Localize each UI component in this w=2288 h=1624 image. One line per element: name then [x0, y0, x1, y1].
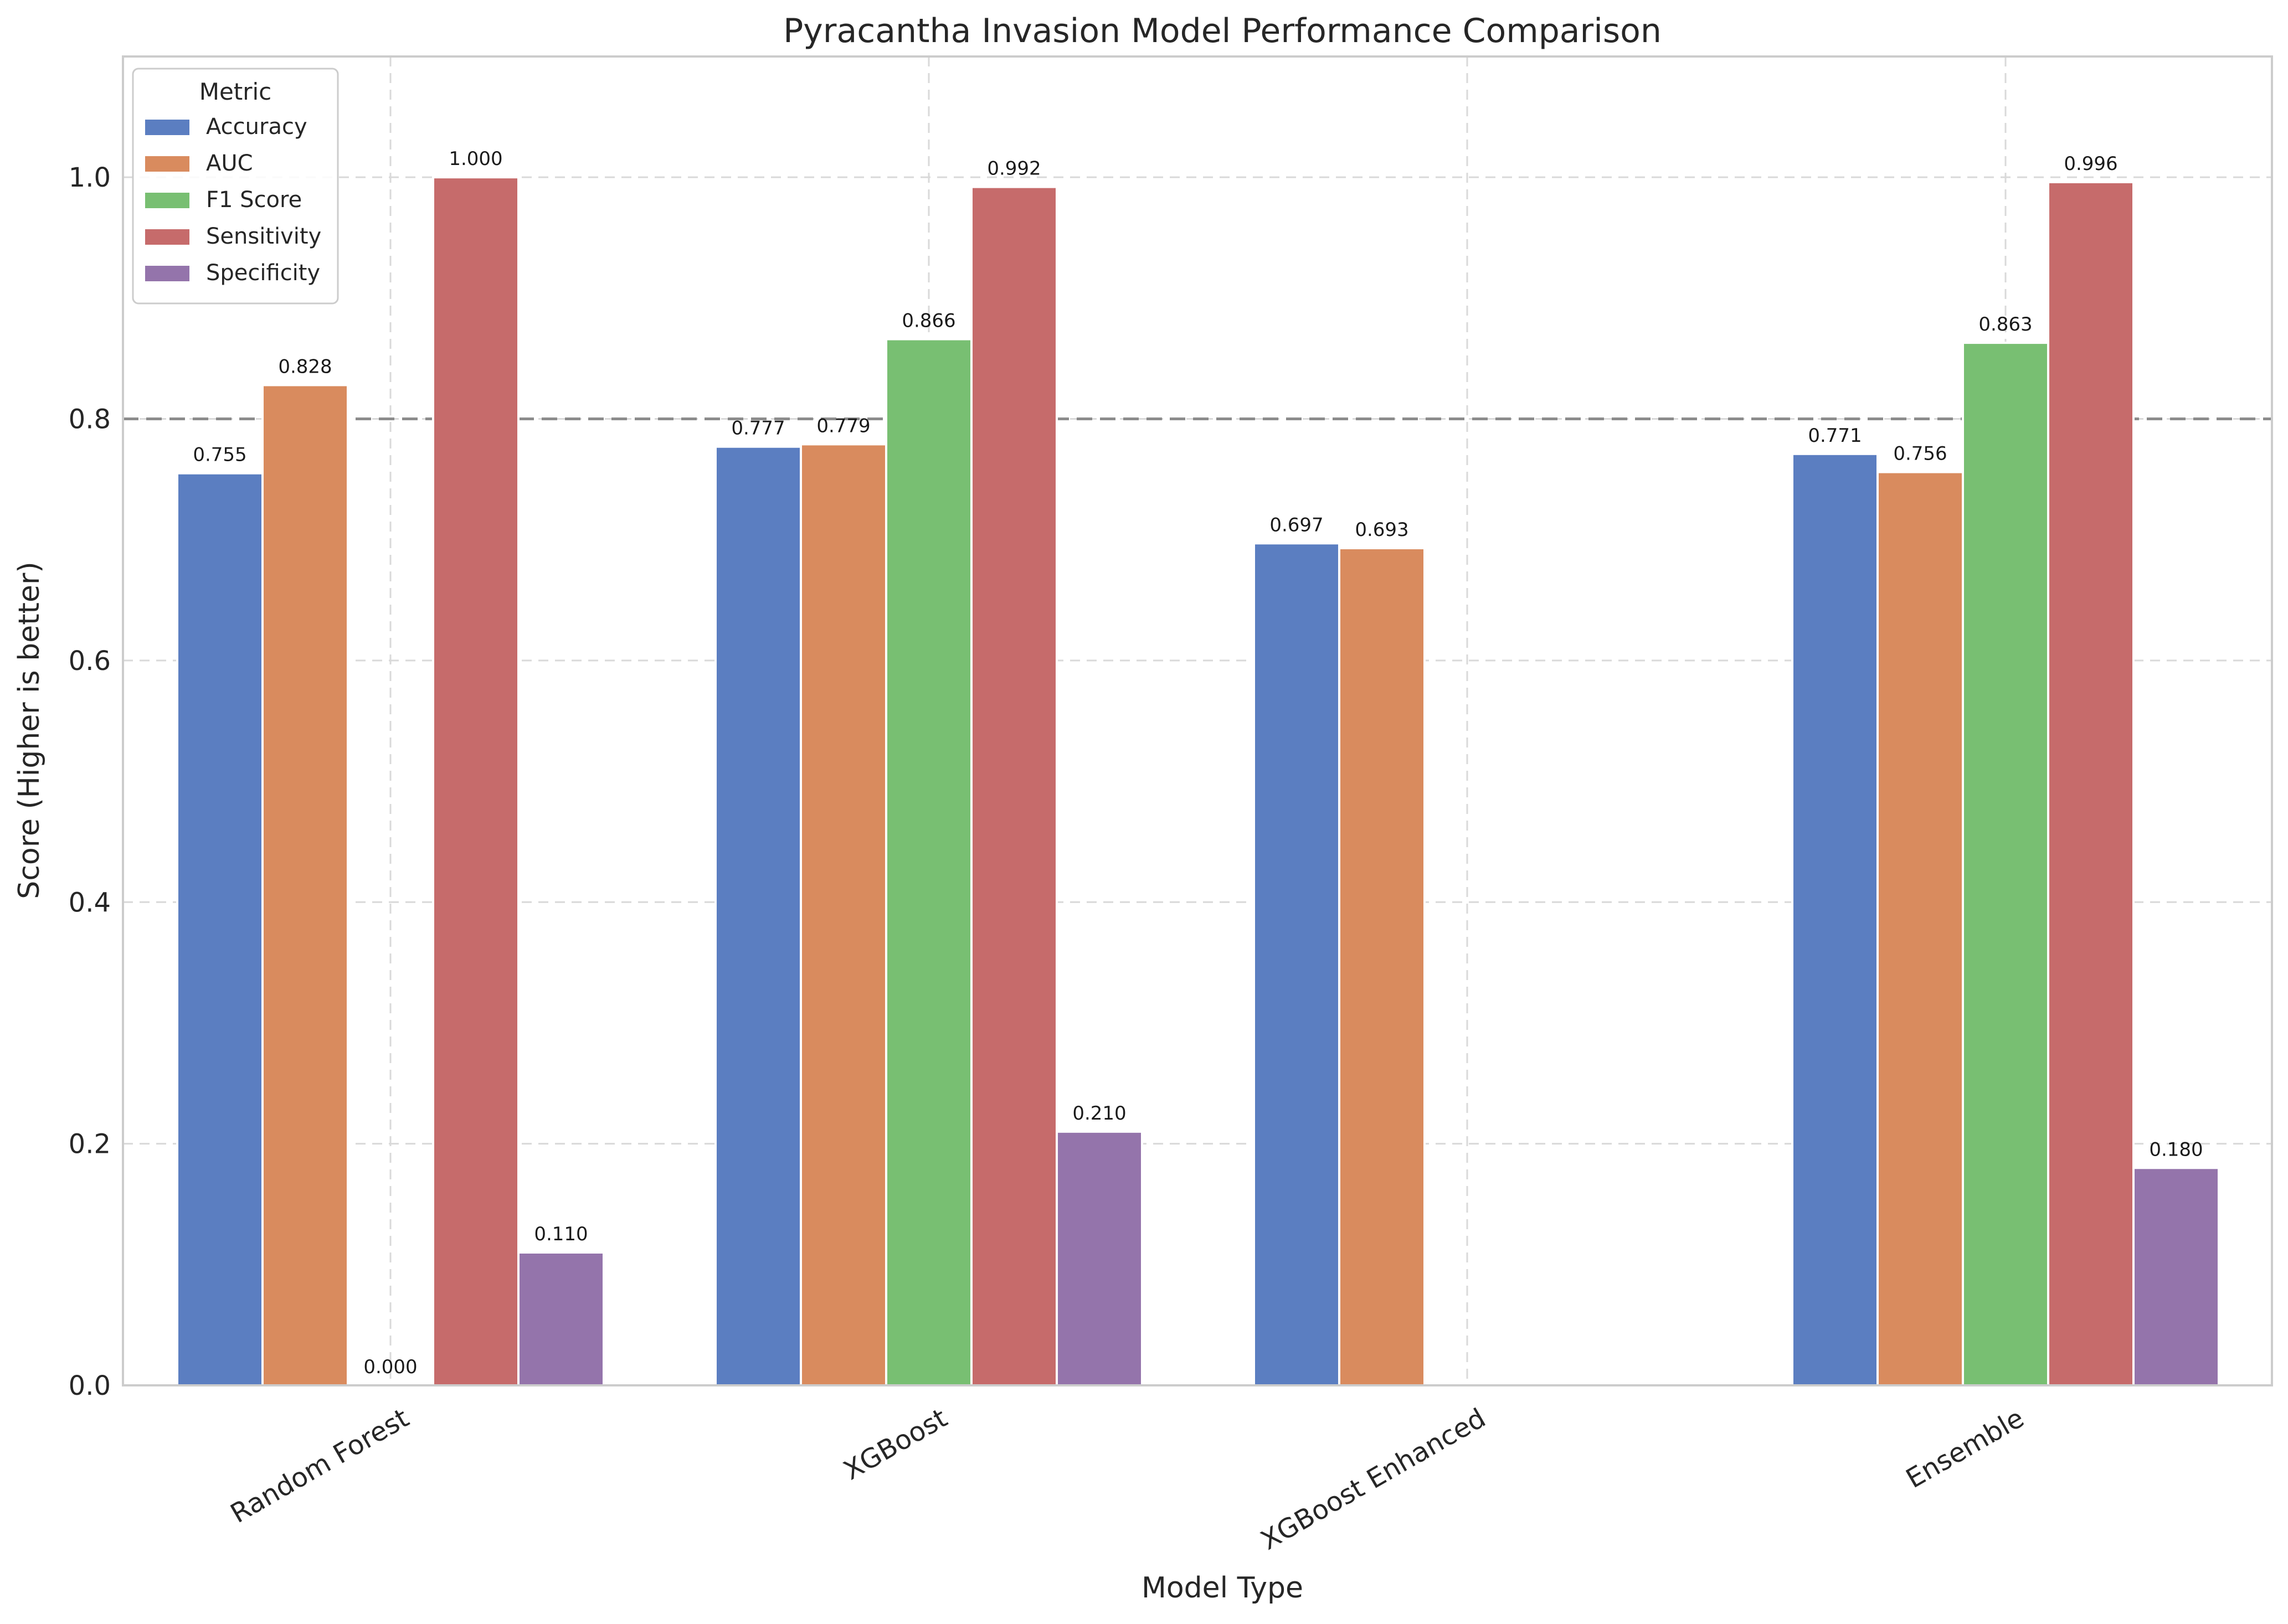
bar-value-label: 0.000 [363, 1356, 417, 1378]
bar[interactable] [714, 445, 802, 1386]
bar[interactable] [800, 443, 887, 1386]
bar-value-label: 0.992 [987, 158, 1041, 180]
y-tick-label: 0.2 [69, 1129, 111, 1160]
bar[interactable] [1876, 471, 1964, 1387]
bar-value-label: 0.693 [1355, 519, 1408, 541]
x-axis-label: Model Type [1142, 1571, 1303, 1605]
bar-value-label: 0.863 [1978, 313, 2032, 336]
legend[interactable]: Metric Accuracy AUC F1 Score Sensitivity Spe… [132, 68, 339, 305]
legend-entry-label: Sensitivity [206, 224, 321, 249]
bars [176, 176, 2220, 1387]
y-axis-ticks: 0.0 0.2 0.4 0.6 0.8 1.0 [69, 162, 111, 1401]
y-tick-label: 0.0 [69, 1370, 111, 1401]
legend-title: Metric [199, 78, 272, 105]
bar-value-label: 1.000 [449, 148, 502, 170]
bar-value-label: 0.779 [816, 415, 870, 437]
bar-value-label: 0.771 [1808, 425, 1862, 447]
bar-value-label: 0.756 [1893, 443, 1947, 465]
legend-items: Accuracy AUC F1 Score Sensitivity Specificit… [145, 114, 321, 286]
bar-value-label: 0.828 [278, 355, 332, 378]
legend-swatch [145, 120, 189, 135]
bar-value-label: 0.866 [902, 310, 955, 332]
bar[interactable] [970, 185, 1058, 1386]
bar-value-label: 0.755 [193, 444, 246, 466]
bar[interactable] [1791, 452, 1879, 1386]
y-tick-label: 0.6 [69, 646, 111, 677]
bar[interactable] [1962, 342, 2049, 1386]
legend-swatch [145, 229, 189, 245]
legend-swatch [145, 156, 189, 172]
bar[interactable] [1056, 1130, 1143, 1387]
plot-frame [122, 55, 2273, 1386]
legend-entry-label: Specificity [206, 260, 320, 286]
y-axis-label: Score (Higher is better) [13, 561, 46, 899]
bar-value-label: 0.697 [1269, 514, 1323, 536]
bar[interactable] [1253, 542, 1340, 1386]
legend-entry-label: F1 Score [206, 187, 302, 213]
y-tick-label: 0.4 [69, 887, 111, 918]
legend-entry-label: Accuracy [206, 114, 307, 140]
bar-value-label: 0.777 [731, 417, 785, 440]
bar[interactable] [885, 338, 973, 1387]
bar[interactable] [517, 1251, 605, 1386]
legend-swatch [145, 266, 189, 281]
bar[interactable] [432, 176, 520, 1386]
legend-swatch [145, 193, 189, 208]
bar-value-label: 0.210 [1072, 1102, 1126, 1125]
bar-value-label: 0.996 [2064, 153, 2117, 175]
y-tick-label: 1.0 [69, 162, 111, 193]
bar[interactable] [176, 472, 264, 1386]
legend-entry-label: AUC [206, 151, 253, 176]
bar[interactable] [2047, 181, 2135, 1386]
bar[interactable] [261, 384, 349, 1386]
chart-title: Pyracantha Invasion Model Performance Co… [783, 12, 1662, 50]
bar[interactable] [2132, 1167, 2220, 1386]
bar-value-label: 0.180 [2149, 1138, 2203, 1161]
y-tick-label: 0.8 [69, 404, 111, 435]
data-labels: 0.755 0.777 0.697 0.771 0.828 0.779 0.693 0.756… [193, 148, 2203, 1378]
bar[interactable] [1338, 547, 1426, 1386]
bar-value-label: 0.110 [534, 1223, 588, 1245]
